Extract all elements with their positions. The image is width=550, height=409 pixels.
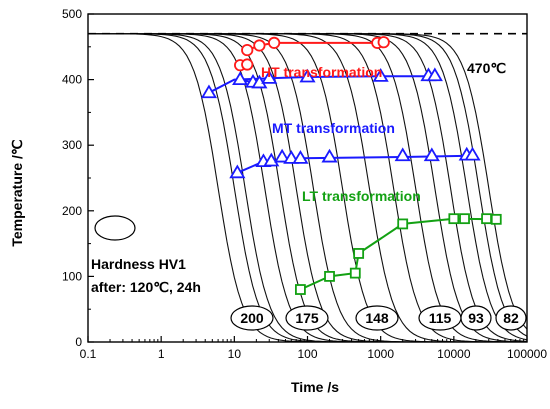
hardness-value: 93 [468,310,484,326]
series-point [200,84,218,99]
hardness-legend-ellipse [94,215,136,241]
series-point [292,150,309,164]
series-point [397,218,409,230]
hardness-ellipse [285,305,329,331]
x-tick-label: 10000 [437,347,471,361]
series-point [253,39,266,52]
x-axis-title: Time /s [291,379,339,395]
hardness-ellipse [230,305,274,331]
series-point [232,71,249,86]
series-point [299,68,316,83]
hardness-ellipse [355,305,399,331]
series-point [321,148,338,163]
series-point [261,70,278,84]
x-tick-label: 1000 [367,347,394,361]
series-point [268,36,281,49]
x-tick-label: 100000 [507,347,547,361]
series-point [459,213,470,225]
series-line [246,41,381,52]
axes-layer: 0.1 1 10 100 1000 10000 100000 0 100 200 300 400 500 [62,7,547,361]
y-tick-label: 400 [62,73,82,87]
x-tick-label: 0.1 [80,347,97,361]
series-point [274,148,291,163]
series-line [208,75,432,94]
reference-line-label: 470℃ [467,60,506,76]
y-axis-title: Temperature /℃ [9,139,25,247]
series-point [229,164,246,179]
series-point [295,284,306,295]
hardness-value: 175 [295,310,319,326]
hardness-values-layer: 200 175 148 115 93 82 [230,305,527,331]
y-tick-label: 100 [62,269,82,283]
series-point [324,270,335,282]
series-point [263,152,280,167]
hardness-value: 148 [365,310,389,326]
x-tick-label: 1 [158,347,165,361]
series-point [426,67,443,82]
series-layer [200,36,502,295]
series-point [490,213,502,225]
y-tick-label: 300 [62,138,82,152]
series-point [372,68,389,82]
y-tick-label: 0 [75,335,82,349]
series-point [377,36,390,49]
annotation-ht: HT transformation [261,64,382,80]
hardness-ellipse [495,305,527,331]
y-tick-label: 500 [62,7,82,21]
x-tick-label: 10 [228,347,242,361]
hardness-ellipse [460,305,492,331]
series-point [423,147,440,162]
series-point [241,58,254,71]
series-point [481,213,492,225]
series-point [349,267,361,279]
series-point [464,146,481,161]
series-point [394,147,411,162]
hardness-value: 82 [503,310,519,326]
x-tick-label: 100 [297,347,317,361]
hardness-value: 200 [240,310,264,326]
series-point [353,248,365,259]
hardness-title: Hardness HV1 [91,256,186,272]
annotation-mt: MT transformation [272,120,395,136]
annotation-lt: LT transformation [302,188,421,204]
y-tick-label: 200 [62,204,82,218]
series-point [241,43,254,57]
hardness-value: 115 [429,310,452,326]
series-point [448,213,460,225]
hardness-subtitle: after: 120℃, 24h [91,279,201,295]
